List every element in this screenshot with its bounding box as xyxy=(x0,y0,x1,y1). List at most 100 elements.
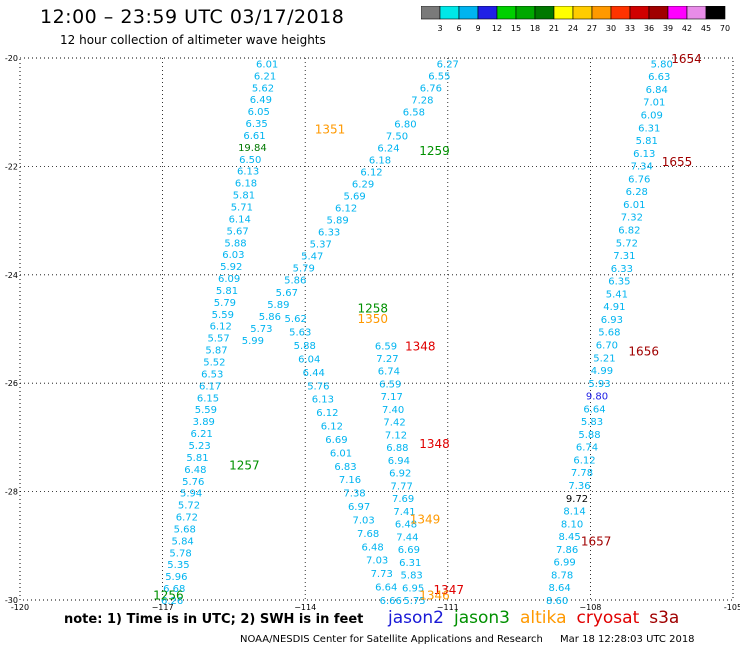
wave-height-value: 6.13 xyxy=(237,167,259,178)
wave-height-value: 8.60 xyxy=(546,596,568,607)
wave-height-value: 6.21 xyxy=(191,429,213,440)
wave-height-value: 6.48 xyxy=(362,542,384,553)
wave-height-value: 7.28 xyxy=(411,95,433,106)
wave-height-value: 6.53 xyxy=(201,369,223,380)
wave-height-value: 3.89 xyxy=(193,417,215,428)
wave-height-value: 6.13 xyxy=(633,149,655,160)
x-tick-label: −108 xyxy=(579,603,601,612)
wave-height-value: 6.33 xyxy=(611,264,633,275)
wave-height-value: 6.21 xyxy=(254,71,276,82)
wave-height-value: 7.38 xyxy=(343,489,365,500)
wave-height-value: 5.76 xyxy=(307,381,329,392)
color-scale-label: 39 xyxy=(663,24,673,33)
wave-height-value: 6.82 xyxy=(618,226,640,237)
wave-height-value: 5.80 xyxy=(651,59,673,70)
wave-height-value: 5.81 xyxy=(636,136,658,147)
wave-height-value: 8.10 xyxy=(561,519,583,530)
wave-height-value: 7.32 xyxy=(621,213,643,224)
chart-subtitle: 12 hour collection of altimeter wave hei… xyxy=(60,33,326,47)
x-tick-label: −111 xyxy=(437,603,459,612)
wave-height-value: 6.84 xyxy=(646,85,668,96)
wave-height-value: 8.64 xyxy=(548,583,570,594)
pass-time-label: 1347 xyxy=(434,583,465,597)
wave-height-value: 6.66 xyxy=(380,596,402,607)
wave-height-value: 6.63 xyxy=(648,72,670,83)
wave-height-value: 7.31 xyxy=(613,251,635,262)
chart-title: 12:00 – 23:59 UTC 03/17/2018 xyxy=(40,6,345,28)
wave-height-value: 5.93 xyxy=(588,379,610,390)
wave-height-value: 5.47 xyxy=(301,252,323,263)
wave-height-value: 5.62 xyxy=(252,83,274,94)
wave-height-value: 5.79 xyxy=(214,298,236,309)
wave-height-value: 6.88 xyxy=(386,443,408,454)
wave-height-value: 6.09 xyxy=(218,274,240,285)
generated-timestamp: Mar 18 12:28:03 UTC 2018 xyxy=(560,634,695,645)
wave-height-value: 5.83 xyxy=(581,417,603,428)
wave-height-value: 6.12 xyxy=(316,408,338,419)
wave-height-value: 6.74 xyxy=(576,443,598,454)
wave-height-value: 5.89 xyxy=(267,300,289,311)
wave-height-value: 6.15 xyxy=(197,393,219,404)
wave-height-value: 5.59 xyxy=(195,405,217,416)
pass-time-label: 1259 xyxy=(419,144,450,158)
pass-time-label: 1256 xyxy=(153,589,184,603)
wave-height-value: 5.41 xyxy=(606,289,628,300)
wave-height-value: 6.35 xyxy=(245,119,267,130)
pass-time-label: 1348 xyxy=(419,437,450,451)
wave-height-value: 5.72 xyxy=(616,238,638,249)
color-scale-label: 21 xyxy=(549,24,559,33)
wave-height-value: 5.81 xyxy=(216,286,238,297)
wave-height-value: 5.68 xyxy=(598,328,620,339)
wave-height-value: 9.72 xyxy=(566,494,588,505)
color-scale-label: 3 xyxy=(437,24,442,33)
wave-height-value: 6.68 xyxy=(163,584,185,595)
wave-height-value: 7.01 xyxy=(643,98,665,109)
pass-time-label: 1351 xyxy=(315,122,346,136)
wave-height-value: 5.52 xyxy=(203,358,225,369)
color-swatch xyxy=(705,6,726,20)
wave-height-value: 6.12 xyxy=(335,204,357,215)
color-scale-label: 70 xyxy=(720,24,730,33)
wave-height-value: 5.67 xyxy=(226,226,248,237)
wave-height-value: 6.76 xyxy=(420,83,442,94)
y-tick-label: -30 xyxy=(5,596,18,605)
wave-height-value: 5.62 xyxy=(285,314,307,325)
wave-height-value: 6.58 xyxy=(403,107,425,118)
wave-height-value: 7.77 xyxy=(391,481,413,492)
wave-height-value: 6.12 xyxy=(210,322,232,333)
color-scale-label: 27 xyxy=(587,24,597,33)
wave-height-value: 5.99 xyxy=(242,336,264,347)
wave-height-value: 5.86 xyxy=(259,312,281,323)
wave-height-value: 5.21 xyxy=(593,353,615,364)
wave-height-value: 6.01 xyxy=(330,448,352,459)
wave-height-value: 6.26 xyxy=(161,596,183,607)
wave-height-value: 5.84 xyxy=(172,536,194,547)
wave-height-value: 6.33 xyxy=(318,228,340,239)
color-scale-label: 33 xyxy=(625,24,635,33)
wave-height-value: 6.31 xyxy=(638,123,660,134)
wave-height-value: 5.57 xyxy=(207,334,229,345)
wave-height-value: 6.70 xyxy=(596,340,618,351)
pass-time-label: 1350 xyxy=(357,312,388,326)
plot-frame xyxy=(19,57,734,601)
wave-height-value: 8.78 xyxy=(551,570,573,581)
wave-height-value: 6.29 xyxy=(352,180,374,191)
wave-height-value: 5.89 xyxy=(327,216,349,227)
y-tick-label: -26 xyxy=(5,379,18,388)
wave-height-value: 6.49 xyxy=(250,95,272,106)
wave-height-value: 6.01 xyxy=(256,59,278,70)
wave-height-value: 6.64 xyxy=(583,404,605,415)
x-tick-label: −114 xyxy=(294,603,316,612)
wave-height-value: 5.96 xyxy=(165,572,187,583)
wave-height-value: 6.69 xyxy=(398,545,420,556)
satellite-legend: jason2 jason3 altika cryosat s3a xyxy=(388,608,689,628)
pass-time-label: 1655 xyxy=(662,155,693,169)
wave-height-value: 6.69 xyxy=(325,435,347,446)
wave-height-value: 6.04 xyxy=(298,354,320,365)
wave-height-value: 7.41 xyxy=(393,507,415,518)
legend-entry: altika xyxy=(520,608,567,628)
color-scale-label: 42 xyxy=(682,24,692,33)
color-scale-label: 45 xyxy=(701,24,711,33)
wave-height-plot: -20 -22 -24 -26 -28 -30-120 −117 −114 −111 −108 -1… xyxy=(5,52,740,612)
